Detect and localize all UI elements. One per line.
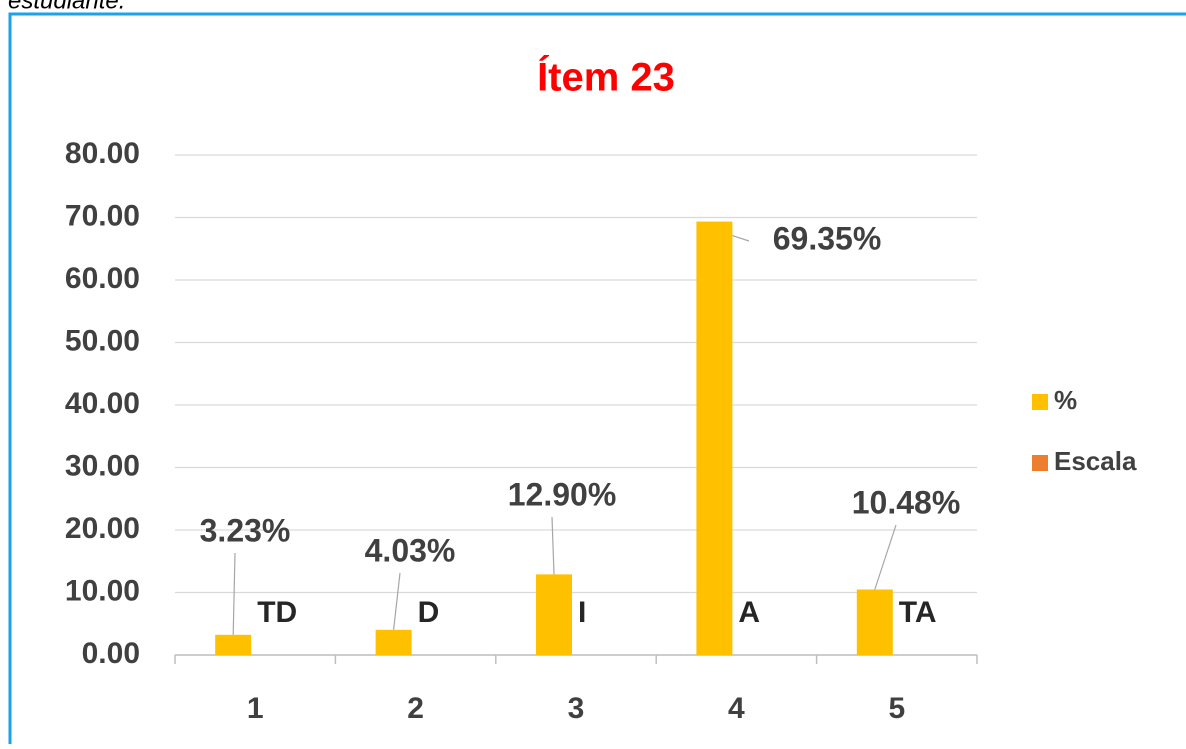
y-tick-label: 50.00 bbox=[65, 324, 140, 357]
bar bbox=[375, 629, 412, 655]
category-label: TD bbox=[257, 596, 297, 629]
category-label: I bbox=[578, 596, 586, 629]
y-tick-label: 60.00 bbox=[65, 262, 140, 295]
chart-title: Ítem 23 bbox=[537, 55, 675, 100]
y-tick-label: 40.00 bbox=[65, 387, 140, 420]
data-label: 4.03% bbox=[365, 532, 456, 568]
data-label: 12.90% bbox=[508, 476, 617, 512]
legend-swatch bbox=[1032, 455, 1048, 471]
category-label: D bbox=[418, 596, 440, 629]
leader-line bbox=[874, 524, 897, 590]
legend-label: % bbox=[1054, 385, 1077, 415]
bar bbox=[696, 221, 733, 655]
leader-line bbox=[393, 572, 401, 630]
category-label: A bbox=[738, 596, 760, 629]
bar bbox=[856, 589, 893, 655]
y-tick-label: 80.00 bbox=[65, 137, 140, 170]
x-tick-label: 1 bbox=[247, 692, 264, 725]
bar bbox=[215, 634, 252, 655]
x-tick-label: 2 bbox=[407, 692, 424, 725]
x-tick-label: 3 bbox=[568, 692, 585, 725]
page-text: estudiante. bbox=[8, 0, 125, 14]
x-tick-label: 5 bbox=[888, 692, 905, 725]
data-label: 69.35% bbox=[773, 220, 882, 256]
chart-frame bbox=[8, 12, 1186, 749]
leader-line bbox=[232, 552, 236, 635]
category-label: TA bbox=[899, 596, 937, 629]
data-label: 10.48% bbox=[852, 484, 961, 520]
x-tick-label: 4 bbox=[728, 692, 745, 725]
data-label: 3.23% bbox=[200, 512, 291, 548]
y-tick-label: 30.00 bbox=[65, 449, 140, 482]
y-tick-label: 20.00 bbox=[65, 512, 140, 545]
leader-line bbox=[732, 234, 750, 242]
y-tick-label: 0.00 bbox=[82, 637, 140, 670]
legend-label: Escala bbox=[1054, 446, 1137, 476]
y-tick-label: 70.00 bbox=[65, 199, 140, 232]
leader-line bbox=[551, 516, 555, 575]
legend-swatch bbox=[1032, 394, 1048, 410]
bar bbox=[536, 574, 572, 655]
y-tick-label: 10.00 bbox=[65, 574, 140, 607]
